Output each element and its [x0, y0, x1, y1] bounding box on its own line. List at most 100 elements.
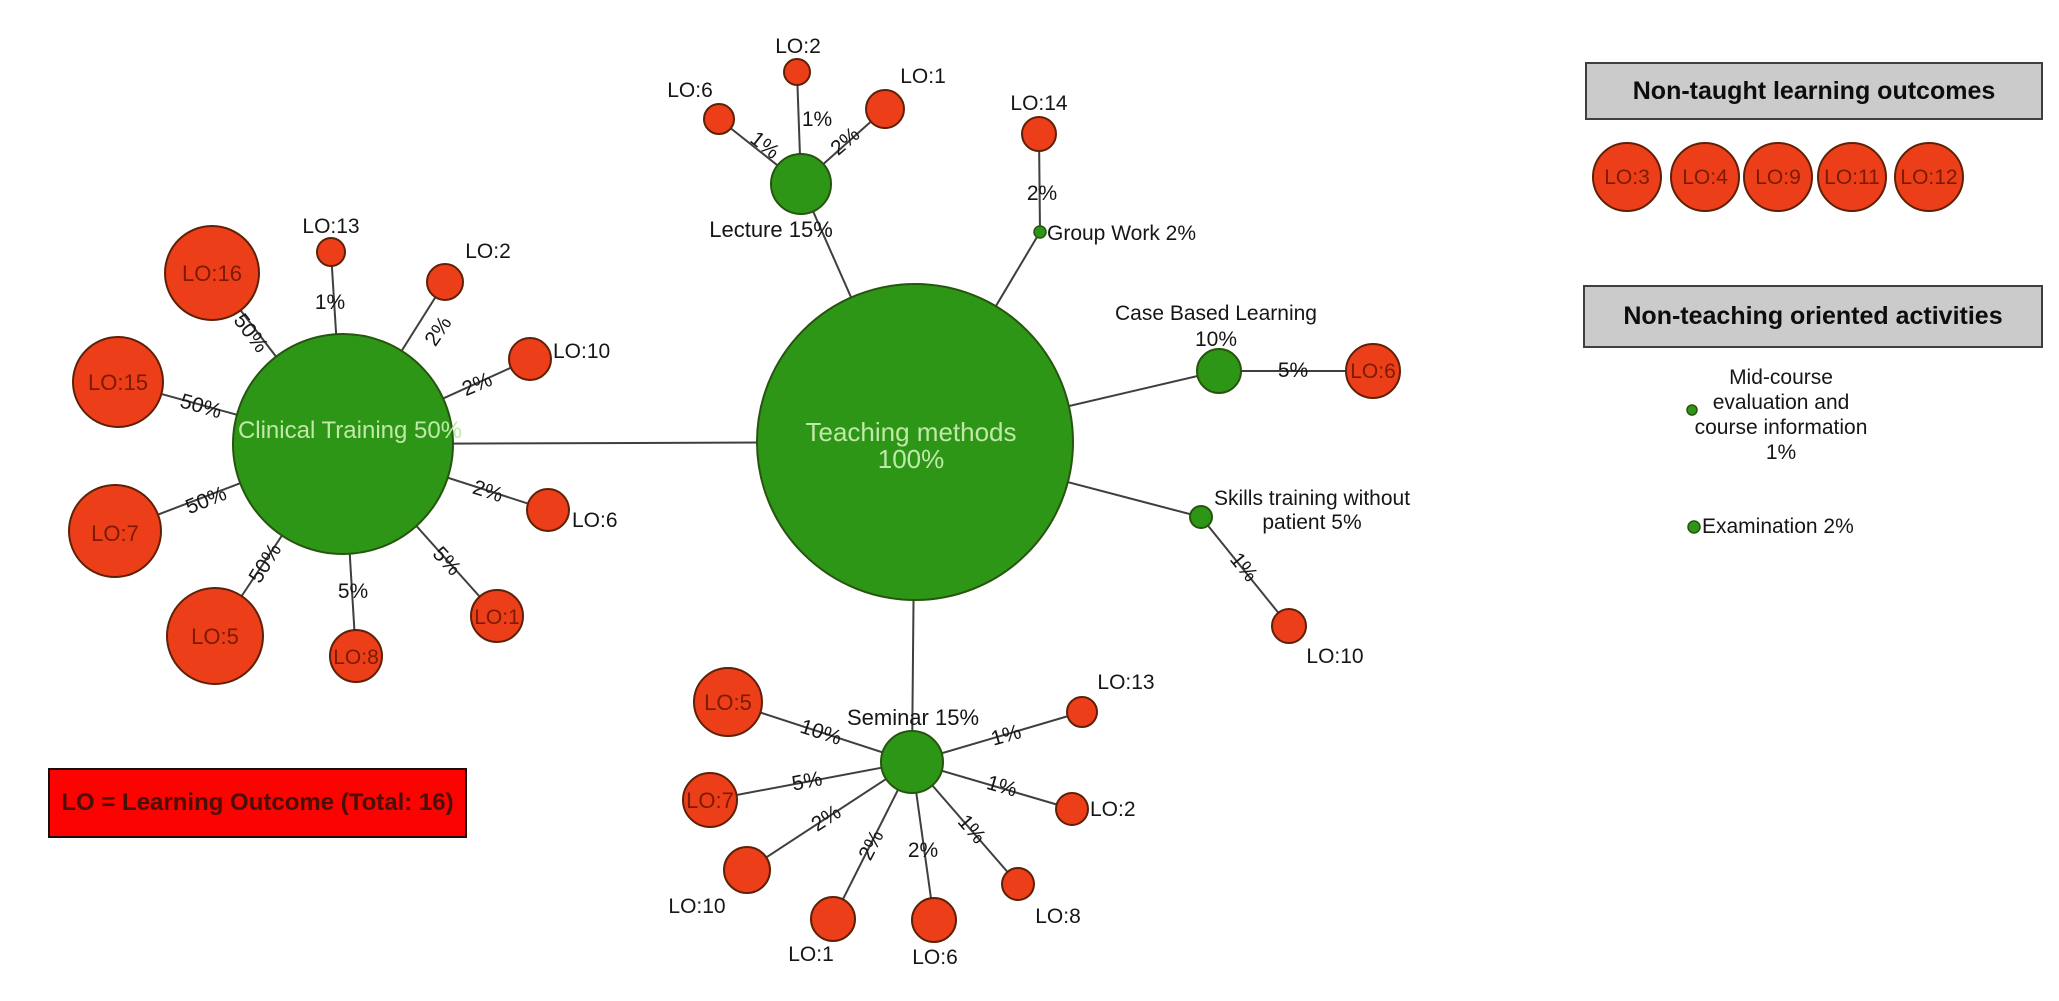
label-teaching: Teaching methods 100% — [805, 417, 1016, 474]
edge-seminar-sem_lo7 — [709, 761, 913, 801]
label-skills: Skills training without patient 5% — [1214, 487, 1410, 534]
edge-label-seminar-sem_lo13: 1% — [988, 720, 1024, 750]
node-pl_lo12 — [1894, 142, 1964, 212]
non-taught-outcomes-header: Non-taught learning outcomes — [1585, 62, 2043, 120]
node-pl_lo11 — [1817, 142, 1887, 212]
legend-box: LO = Learning Outcome (Total: 16) — [48, 768, 467, 838]
edge-label-clinical-cl_lo16: 50% — [229, 310, 273, 357]
label-cl_lo13: LO:13 — [302, 215, 359, 238]
edge-label-clinical-cl_lo10: 2% — [459, 368, 496, 401]
node-cl_lo13 — [316, 237, 346, 267]
edge-label-seminar-sem_lo7: 5% — [790, 767, 824, 795]
label-cl_lo1: LO:1 — [474, 606, 520, 629]
edge-label-seminar-sem_lo10: 2% — [807, 801, 845, 837]
label-seminar: Seminar 15% — [847, 705, 979, 730]
node-lecture — [770, 153, 832, 215]
label-cl_lo6: LO:6 — [572, 509, 618, 532]
label-pl_lo3: LO:3 — [1604, 166, 1650, 189]
label-cl_lo2: LO:2 — [465, 240, 511, 263]
node-cl_lo1 — [470, 589, 524, 643]
label-clinical: Clinical Training 50% — [238, 417, 462, 444]
midcourse-line-2: evaluation and — [1712, 391, 1850, 414]
node-sem_lo8 — [1001, 867, 1035, 901]
legend-text: LO = Learning Outcome (Total: 16) — [61, 789, 454, 816]
node-midcourse_dot — [1686, 404, 1698, 416]
edge-label-clinical-cl_lo8: 5% — [338, 580, 368, 603]
label-sem_lo10: LO:10 — [668, 895, 725, 918]
node-sem_lo1 — [810, 896, 856, 942]
label-cl_lo5: LO:5 — [191, 624, 239, 649]
label-sem_lo8: LO:8 — [1035, 905, 1081, 928]
edge-skills-skills_lo10 — [1200, 516, 1290, 627]
node-clinical — [232, 333, 454, 555]
label-sem_lo13: LO:13 — [1097, 671, 1154, 694]
node-cl_lo7 — [68, 484, 162, 578]
edge-label-clinical-cl_lo13: 1% — [315, 291, 345, 314]
label-sem_lo2: LO:2 — [1090, 798, 1136, 821]
node-sem_lo10 — [723, 846, 771, 894]
node-sem_lo6 — [911, 897, 957, 943]
node-cl_lo6 — [526, 488, 570, 532]
node-skills_lo10 — [1271, 608, 1307, 644]
non-teaching-activities-header: Non-teaching oriented activities — [1583, 285, 2043, 348]
node-cl_lo5 — [166, 587, 264, 685]
edge-label-clinical-cl_lo7: 50% — [182, 482, 230, 519]
node-exam_dot — [1687, 520, 1701, 534]
label-groupwork: Group Work 2% — [1047, 222, 1196, 245]
label-cbl: Case Based Learning 10% — [1115, 302, 1317, 351]
node-cl_lo15 — [72, 336, 164, 428]
label-lecture: Lecture 15% — [709, 217, 833, 242]
edge-label-groupwork-lo14: 2% — [1027, 182, 1057, 205]
midcourse-line-3: course information — [1694, 416, 1868, 439]
label-pl_lo12: LO:12 — [1900, 166, 1957, 189]
edge-label-clinical-cl_lo6: 2% — [470, 476, 506, 507]
label-skills_lo10: LO:10 — [1306, 645, 1363, 668]
node-sem_lo7 — [682, 772, 738, 828]
label-sem_lo7: LO:7 — [686, 788, 734, 813]
non-taught-outcomes-title: Non-taught learning outcomes — [1632, 76, 1996, 105]
label-sem_lo5: LO:5 — [704, 690, 752, 715]
node-sem_lo2 — [1055, 792, 1089, 826]
node-lo14 — [1021, 116, 1057, 152]
edge-label-lecture-lec_lo6: 1% — [746, 127, 784, 164]
label-sem_lo1: LO:1 — [788, 943, 834, 966]
node-lec_lo6 — [703, 103, 735, 135]
examination-label: Examination 2% — [1702, 515, 1854, 538]
non-teaching-activities-title: Non-teaching oriented activities — [1623, 302, 2003, 330]
label-cl_lo16: LO:16 — [182, 261, 242, 286]
edge-label-clinical-cl_lo15: 50% — [177, 390, 224, 424]
node-cl_lo2 — [426, 263, 464, 301]
node-seminar — [880, 730, 944, 794]
edge-seminar-sem_lo10 — [746, 761, 913, 871]
edge-label-seminar-sem_lo1: 2% — [854, 826, 888, 863]
label-pl_lo11: LO:11 — [1824, 166, 1880, 189]
label-lec_lo2: LO:2 — [775, 35, 821, 58]
label-cl_lo10: LO:10 — [553, 340, 610, 363]
node-cl_lo10 — [508, 337, 552, 381]
node-groupwork — [1033, 225, 1047, 239]
label-pl_lo9: LO:9 — [1755, 166, 1801, 189]
node-cl_lo8 — [329, 629, 383, 683]
midcourse-evaluation-label: Mid-course evaluation and course informa… — [1688, 365, 1874, 465]
node-pl_lo4 — [1670, 142, 1740, 212]
edge-label-clinical-cl_lo2: 2% — [420, 312, 456, 350]
label-sem_lo6: LO:6 — [912, 946, 958, 969]
node-sem_lo13 — [1066, 696, 1098, 728]
label-cl_lo15: LO:15 — [88, 370, 148, 395]
node-pl_lo3 — [1592, 142, 1662, 212]
edge-label-seminar-sem_lo6: 2% — [908, 839, 938, 862]
label-cl_lo8: LO:8 — [333, 646, 379, 669]
node-teaching — [756, 283, 1074, 601]
label-lec_lo6: LO:6 — [667, 79, 713, 102]
label-cl_lo7: LO:7 — [91, 521, 139, 546]
edge-label-seminar-sem_lo5: 10% — [797, 715, 844, 750]
node-cl_lo16 — [164, 225, 260, 321]
node-cbl_lo6 — [1345, 343, 1401, 399]
midcourse-line-1: Mid-course — [1729, 366, 1833, 389]
node-sem_lo5 — [693, 667, 763, 737]
node-skills — [1189, 505, 1213, 529]
label-pl_lo4: LO:4 — [1682, 166, 1728, 189]
node-cbl — [1196, 348, 1242, 394]
